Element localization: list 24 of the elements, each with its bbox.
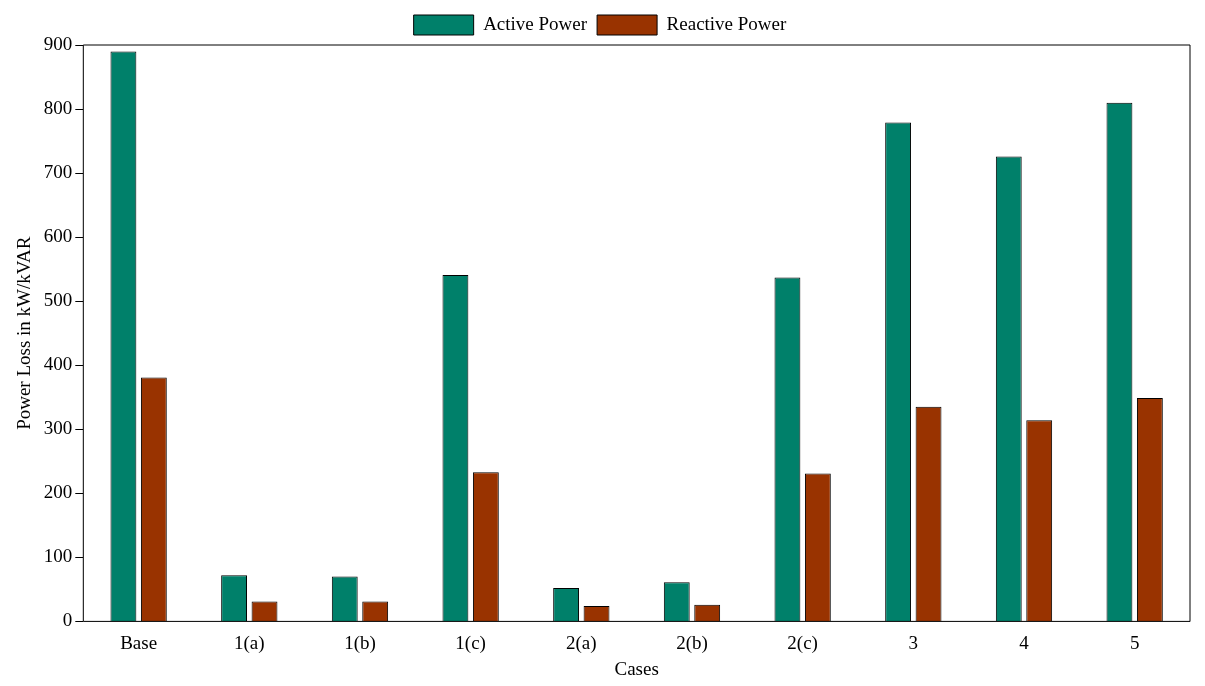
y-axis-title: Power Loss in kW/kVAR bbox=[13, 236, 35, 430]
x-tick-label: 1(c) bbox=[455, 631, 486, 654]
y-tick-label: 400 bbox=[43, 353, 73, 375]
y-tick-label: 700 bbox=[43, 161, 73, 183]
x-tick-label: 2(a) bbox=[566, 631, 597, 654]
y-tick-label: 900 bbox=[43, 32, 73, 54]
y-tick-label: 800 bbox=[43, 97, 73, 119]
y-tick-label: 100 bbox=[43, 545, 73, 567]
x-tick-label: 5 bbox=[1129, 631, 1140, 653]
x-tick-label: Base bbox=[120, 631, 158, 653]
x-tick-label: 3 bbox=[908, 631, 919, 653]
legend-label: Reactive Power bbox=[666, 12, 788, 34]
x-tick-label: 2(b) bbox=[676, 631, 708, 654]
x-tick-label: 1(a) bbox=[234, 631, 265, 654]
y-tick-label: 300 bbox=[43, 417, 73, 439]
legend-label: Active Power bbox=[483, 12, 588, 34]
y-tick-label: 200 bbox=[43, 481, 73, 503]
x-tick-label: 2(c) bbox=[787, 631, 818, 654]
x-tick-label: 1(b) bbox=[344, 631, 376, 654]
y-tick-label: 600 bbox=[43, 225, 73, 247]
y-tick-label: 500 bbox=[43, 289, 73, 311]
x-axis-title: Cases bbox=[614, 657, 659, 679]
x-tick-label: 4 bbox=[1019, 631, 1030, 653]
y-tick-label: 0 bbox=[62, 609, 73, 631]
